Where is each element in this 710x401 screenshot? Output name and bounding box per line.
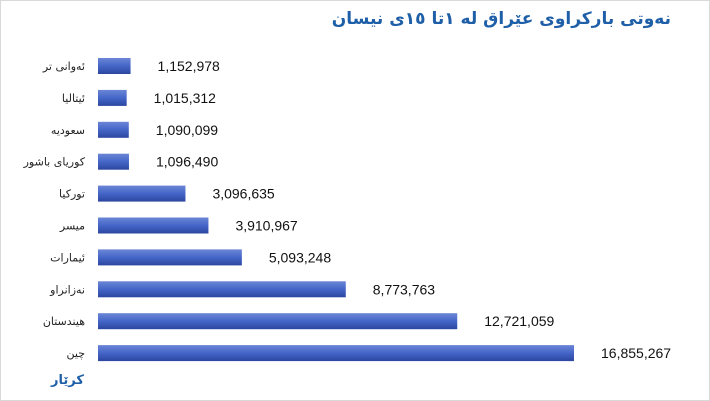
bar (98, 58, 131, 74)
bar (98, 281, 346, 298)
category-label: تورکیا (59, 188, 85, 201)
data-label: 16,855,267 (601, 345, 671, 361)
bar (98, 345, 574, 362)
category-label: کوریای باشور (23, 156, 86, 169)
data-label: 3,096,635 (212, 186, 274, 202)
bar (98, 217, 209, 234)
category-label: میسر (59, 220, 85, 233)
footer-label: کرێار (51, 373, 84, 388)
category-labels: ئەوانی تر ئیتالیا سعودیە کوریای باشور تورکیا… (23, 60, 86, 360)
data-label: 1,090,099 (156, 122, 218, 138)
data-label: 8,773,763 (373, 281, 435, 297)
bar (98, 89, 127, 106)
category-label: ئیمارات (50, 251, 85, 264)
data-label: 1,015,312 (154, 90, 216, 106)
bar (98, 185, 186, 202)
data-labels: 1,152,978 1,015,312 1,090,099 1,096,490 3,09… (154, 58, 672, 361)
category-label: هیندستان (43, 315, 85, 328)
bar (98, 121, 129, 138)
data-label: 5,093,248 (269, 249, 331, 265)
bar (98, 153, 129, 170)
category-label: چین (67, 347, 86, 360)
bar (98, 249, 242, 266)
data-label: 1,152,978 (158, 58, 220, 74)
category-label: ئەوانی تر (42, 60, 85, 73)
category-label: نەزانراو (49, 283, 85, 296)
bars (98, 58, 574, 362)
data-label: 3,910,967 (235, 218, 297, 234)
category-label: سعودیە (51, 124, 85, 137)
data-label: 1,096,490 (156, 154, 218, 170)
data-label: 12,721,059 (484, 313, 554, 329)
chart-title: نەوتی بارکراوی عێراق لە ١تا ١٥ی نیسان (331, 9, 671, 29)
category-label: ئیتالیا (62, 92, 85, 105)
bar (98, 313, 458, 330)
